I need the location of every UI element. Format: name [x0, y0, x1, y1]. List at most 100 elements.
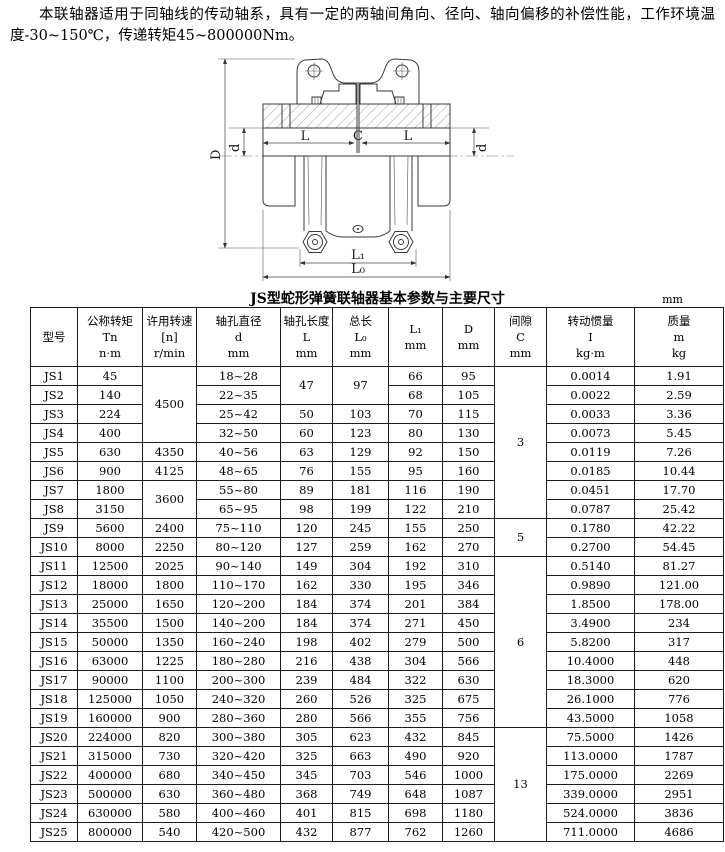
table-row: JS10 8000 2250 80~120 127 259 162 270 0.2700 54.4…	[30, 537, 724, 557]
value-cell: 0.5140	[546, 556, 635, 576]
value-cell: 304	[332, 556, 389, 576]
value-cell: 26.1000	[546, 689, 635, 709]
value-cell: 89	[280, 480, 333, 500]
value-cell: 17.70	[634, 480, 724, 500]
value-cell: 122	[388, 499, 443, 519]
table-title: JS型蛇形弹簧联轴器基本参数与主要尺寸	[250, 291, 505, 307]
value-cell: 4500	[142, 366, 197, 443]
col-header-mass: 质量 m kg	[634, 307, 724, 367]
value-cell: 648	[388, 784, 443, 804]
value-cell: 432	[388, 727, 443, 747]
col-header-bore-d: 轴孔直径 d mm	[196, 307, 281, 367]
value-cell: 271	[388, 613, 443, 633]
value-cell: 675	[442, 689, 495, 709]
dim-label-L-right: L	[403, 129, 412, 144]
value-cell: 140~200	[196, 613, 281, 633]
value-cell: 623	[332, 727, 389, 747]
value-cell: 80~120	[196, 537, 281, 557]
value-cell: 8000	[77, 537, 143, 557]
value-cell: 320~420	[196, 746, 281, 766]
value-cell: 125000	[77, 689, 143, 709]
value-cell: 245	[332, 518, 389, 538]
value-cell: 900	[142, 708, 197, 728]
table-row: JS8 3150 65~95 98 199 122 210 0.0787 25.42	[30, 499, 724, 519]
value-cell: 315000	[77, 746, 143, 766]
value-cell: 224	[77, 404, 143, 424]
value-cell: 0.0014	[546, 366, 635, 386]
model-cell: JS15	[30, 632, 78, 652]
value-cell: 5.8200	[546, 632, 635, 652]
table-title-row: JS型蛇形弹簧联轴器基本参数与主要尺寸 mm	[30, 288, 725, 307]
value-cell: 374	[332, 594, 389, 614]
value-cell: 45	[77, 366, 143, 386]
value-cell: 116	[388, 480, 443, 500]
table-row: JS19 160000 900 280~360 280 566 355 756 43.5000 1…	[30, 708, 724, 728]
value-cell: 0.0185	[546, 461, 635, 481]
table-row: JS5 630 4350 40~56 63 129 92 150 0.0119 7.26	[30, 442, 724, 462]
value-cell: 1058	[634, 708, 724, 728]
model-cell: JS12	[30, 575, 78, 595]
value-cell: 3150	[77, 499, 143, 519]
value-cell: 0.0022	[546, 385, 635, 405]
value-cell: 123	[332, 423, 389, 443]
leg-right	[389, 155, 412, 231]
value-cell: 1000	[442, 765, 495, 785]
value-cell: 92	[388, 442, 443, 462]
value-cell: 6	[494, 556, 547, 728]
value-cell: 2250	[142, 537, 197, 557]
value-cell: 162	[280, 575, 333, 595]
value-cell: 1500	[142, 613, 197, 633]
model-cell: JS20	[30, 727, 78, 747]
table-row: JS22 400000 680 340~450 345 703 546 1000 175.000…	[30, 765, 724, 785]
value-cell: 155	[388, 518, 443, 538]
value-cell: 162	[388, 537, 443, 557]
value-cell: 25000	[77, 594, 143, 614]
model-cell: JS14	[30, 613, 78, 633]
value-cell: 3	[494, 366, 547, 519]
value-cell: 184	[280, 613, 333, 633]
value-cell: 1426	[634, 727, 724, 747]
hub-section-right	[358, 103, 450, 129]
lug-hole-right	[392, 62, 411, 80]
value-cell: 198	[280, 632, 333, 652]
value-cell: 250	[442, 518, 495, 538]
model-cell: JS4	[30, 423, 78, 443]
model-cell: JS25	[30, 822, 78, 842]
value-cell: 630	[142, 784, 197, 804]
value-cell: 355	[388, 708, 443, 728]
model-cell: JS21	[30, 746, 78, 766]
value-cell: 4125	[142, 461, 197, 481]
model-cell: JS23	[30, 784, 78, 804]
leg-connector	[325, 230, 390, 238]
value-cell: 2269	[634, 765, 724, 785]
value-cell: 1087	[442, 784, 495, 804]
value-cell: 35500	[77, 613, 143, 633]
value-cell: 18000	[77, 575, 143, 595]
table-row: JS11 12500 2025 90~140 149 304 192 310 6 0.5140 81…	[30, 556, 724, 728]
value-cell: 2400	[142, 518, 197, 538]
col-header-total-l: 总长 L₀ mm	[332, 307, 389, 367]
model-cell: JS16	[30, 651, 78, 671]
table-row: JS14 35500 1500 140~200 184 374 271 450 3.4900 23…	[30, 613, 724, 633]
model-cell: JS1	[30, 366, 78, 386]
dim-label-L1: L₁	[351, 248, 365, 263]
value-cell: 127	[280, 537, 333, 557]
hex-bolt-right	[387, 231, 414, 253]
value-cell: 703	[332, 765, 389, 785]
intro-paragraph: 本联轴器适用于同轴线的传动轴系，具有一定的两轴间角向、径向、轴向偏移的补偿性能，…	[10, 7, 715, 44]
model-cell: JS10	[30, 537, 78, 557]
value-cell: 304	[388, 651, 443, 671]
value-cell: 420~500	[196, 822, 281, 842]
value-cell: 180~280	[196, 651, 281, 671]
value-cell: 76	[280, 461, 333, 481]
value-cell: 900	[77, 461, 143, 481]
model-cell: JS3	[30, 404, 78, 424]
value-cell: 4686	[634, 822, 724, 842]
value-cell: 490	[388, 746, 443, 766]
value-cell: 13	[494, 727, 547, 842]
value-cell: 10.4000	[546, 651, 635, 671]
value-cell: 192	[388, 556, 443, 576]
dim-label-d-right: d	[475, 144, 490, 152]
